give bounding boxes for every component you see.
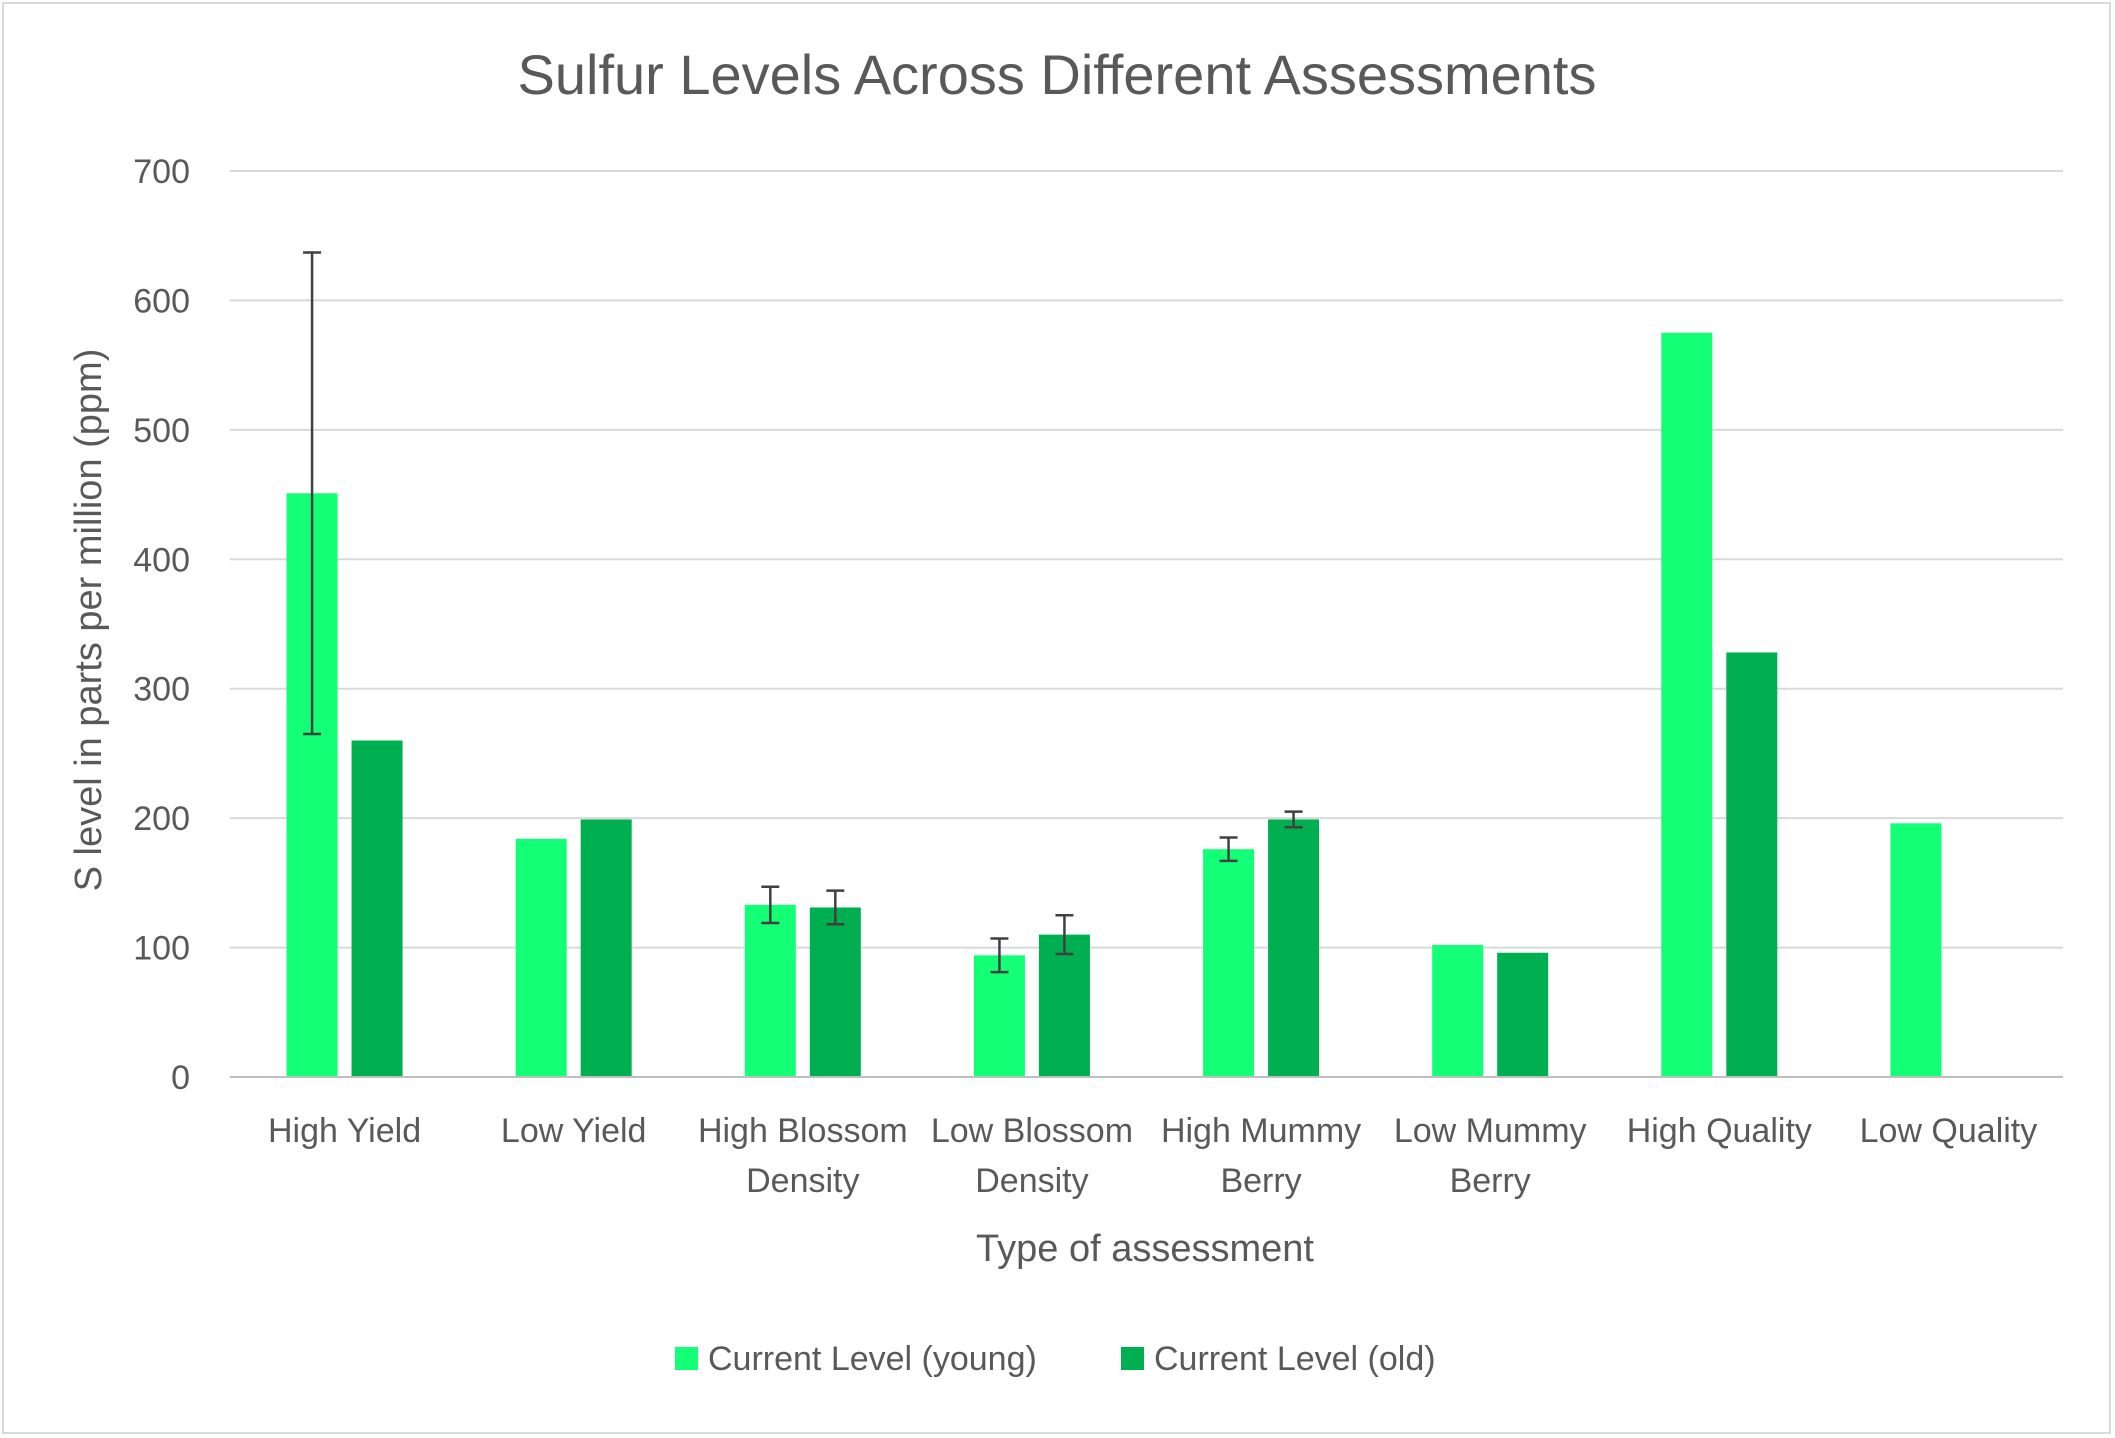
x-tick-label: High Mummy Berry — [1161, 1112, 1361, 1200]
x-axis-label: Type of assessment — [976, 1228, 1314, 1270]
y-tick-label: 400 — [133, 541, 190, 579]
x-tick-label: Low Blossom Density — [931, 1112, 1133, 1200]
y-tick-label: 500 — [133, 412, 190, 450]
y-tick-label: 600 — [133, 282, 190, 320]
y-tick-label: 200 — [133, 800, 190, 838]
y-axis-ticks: 0 100 200 300 400 500 600 700 — [133, 153, 190, 1097]
y-tick-label: 700 — [133, 153, 190, 191]
x-axis-categories: High Yield Low Yield High Blossom Density Lo… — [268, 1112, 2037, 1200]
legend-label: Current Level (old) — [1154, 1340, 1436, 1378]
bars — [286, 332, 1942, 1078]
bar — [744, 904, 796, 1077]
bar — [1432, 944, 1484, 1077]
bar — [1497, 952, 1549, 1077]
legend: Current Level (young) Current Level (old) — [675, 1340, 1436, 1378]
chart-title: Sulfur Levels Across Different Assessmen… — [518, 43, 1597, 106]
bar — [1661, 332, 1713, 1077]
x-tick-label: Low Mummy Berry — [1394, 1112, 1587, 1200]
bar — [580, 819, 632, 1077]
y-axis-label: S level in parts per million (ppm) — [68, 349, 110, 892]
bar — [1038, 934, 1090, 1077]
x-tick-label: High Yield — [268, 1112, 421, 1150]
x-tick-label: Low Yield — [501, 1112, 647, 1150]
bar — [515, 838, 567, 1077]
y-tick-label: 300 — [133, 671, 190, 709]
bar — [809, 907, 861, 1077]
bar — [973, 955, 1025, 1077]
x-tick-label: High Quality — [1627, 1112, 1812, 1150]
legend-swatch — [675, 1347, 698, 1370]
legend-swatch — [1121, 1347, 1144, 1370]
legend-label: Current Level (young) — [708, 1340, 1037, 1378]
x-tick-label: Low Quality — [1860, 1112, 2038, 1150]
y-tick-label: 100 — [133, 930, 190, 968]
bar — [1203, 849, 1255, 1077]
error-bars — [303, 251, 1303, 974]
x-tick-label: High Blossom Density — [698, 1112, 908, 1200]
bar — [351, 740, 403, 1077]
bar — [1726, 652, 1778, 1077]
bar — [1268, 819, 1320, 1077]
y-tick-label: 0 — [171, 1059, 190, 1097]
gridlines — [230, 170, 2063, 949]
bar — [1890, 823, 1942, 1077]
